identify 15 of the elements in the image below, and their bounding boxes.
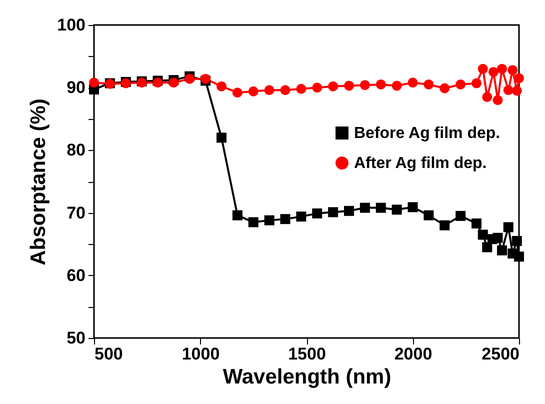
legend-label: After Ag film dep. xyxy=(354,155,487,172)
y-tick-label: 70 xyxy=(66,203,86,222)
x-tick-label: 2000 xyxy=(394,344,432,364)
x-tick-label: 2500 xyxy=(482,344,520,364)
y-tick-label: 90 xyxy=(66,78,86,98)
y-tick-label: 60 xyxy=(66,266,86,285)
y-axis-title: Absorptance (%) xyxy=(27,98,50,266)
x-tick-label: 500 xyxy=(94,344,123,364)
legend-label: Before Ag film dep. xyxy=(354,125,500,142)
x-tick-label: 1500 xyxy=(288,344,326,364)
y-tick-label: 100 xyxy=(57,16,86,34)
y-tick-label: 50 xyxy=(66,328,86,348)
y-tick-label: 80 xyxy=(66,140,86,160)
x-tick-label: 1000 xyxy=(182,344,220,364)
x-axis-title: Wavelength (nm) xyxy=(222,366,392,388)
